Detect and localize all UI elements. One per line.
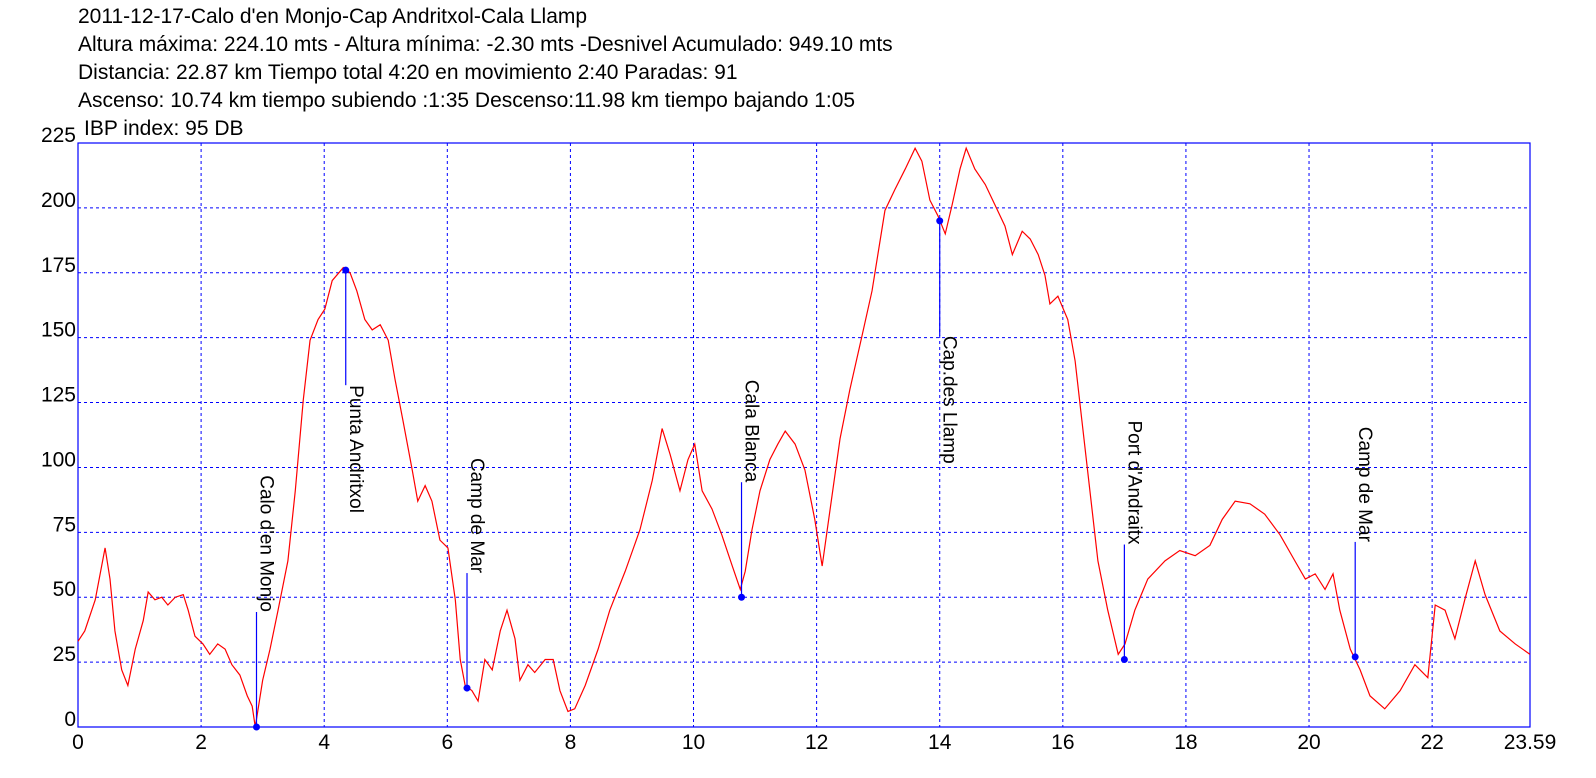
waypoint-label: Port d'Andraitx (1123, 420, 1144, 545)
x-tick-label: 10 (682, 731, 705, 754)
x-tick-label: 8 (565, 731, 577, 754)
waypoint-marker (1120, 656, 1128, 664)
subtitle: Altura máxima: 224.10 mts - Altura mínim… (78, 33, 893, 56)
waypoint-marker (1351, 653, 1359, 661)
waypoint-label: Cap.des Llamp (939, 336, 960, 464)
x-tick-label: 16 (1051, 731, 1074, 754)
x-tick-label: 6 (441, 731, 453, 754)
subtitle: IBP index: 95 DB (84, 117, 244, 140)
y-tick-label: 50 (53, 578, 76, 601)
subtitle: Ascenso: 10.74 km tiempo subiendo :1:35 … (78, 89, 855, 112)
x-tick-label: 2 (195, 731, 207, 754)
elevation-line (77, 146, 1531, 728)
waypoint-marker (936, 217, 944, 225)
plot-frame (77, 142, 1531, 728)
x-tick-label: 14 (928, 731, 952, 754)
waypoint-label: Camp de Mar (466, 458, 487, 574)
plot-area (78, 143, 1530, 727)
x-tick-label: 23.59 (1504, 731, 1557, 754)
waypoint-label: Punta Andritxol (345, 385, 366, 513)
y-tick-label: 125 (41, 384, 76, 407)
y-tick-label: 225 (41, 124, 76, 147)
waypoint-label: Cala Blanca (741, 380, 762, 483)
x-tick-label: 22 (1420, 731, 1443, 754)
x-tick-label: 0 (72, 731, 84, 754)
x-tick-label: 12 (805, 731, 828, 754)
chart-title: 2011-12-17-Calo d'en Monjo-Cap Andritxol… (78, 5, 587, 28)
y-tick-label: 150 (41, 319, 76, 342)
waypoint-label: Camp de Mar (1354, 427, 1375, 543)
x-tick-label: 20 (1297, 731, 1320, 754)
waypoint-label: Calo d'en Monjo (255, 475, 276, 612)
y-tick-label: 75 (53, 513, 76, 536)
x-tick-label: 18 (1174, 731, 1197, 754)
x-tick-label: 4 (318, 731, 330, 754)
y-tick-label: 0 (64, 708, 76, 731)
waypoint-marker (738, 593, 746, 601)
y-tick-label: 25 (53, 643, 76, 666)
y-tick-label: 175 (41, 254, 76, 277)
subtitle: Distancia: 22.87 km Tiempo total 4:20 en… (78, 61, 738, 84)
y-tick-label: 100 (41, 448, 76, 471)
y-tick-label: 200 (41, 189, 76, 212)
waypoint-marker (342, 266, 350, 274)
waypoint-marker (463, 684, 471, 692)
waypoint-marker (252, 723, 260, 731)
